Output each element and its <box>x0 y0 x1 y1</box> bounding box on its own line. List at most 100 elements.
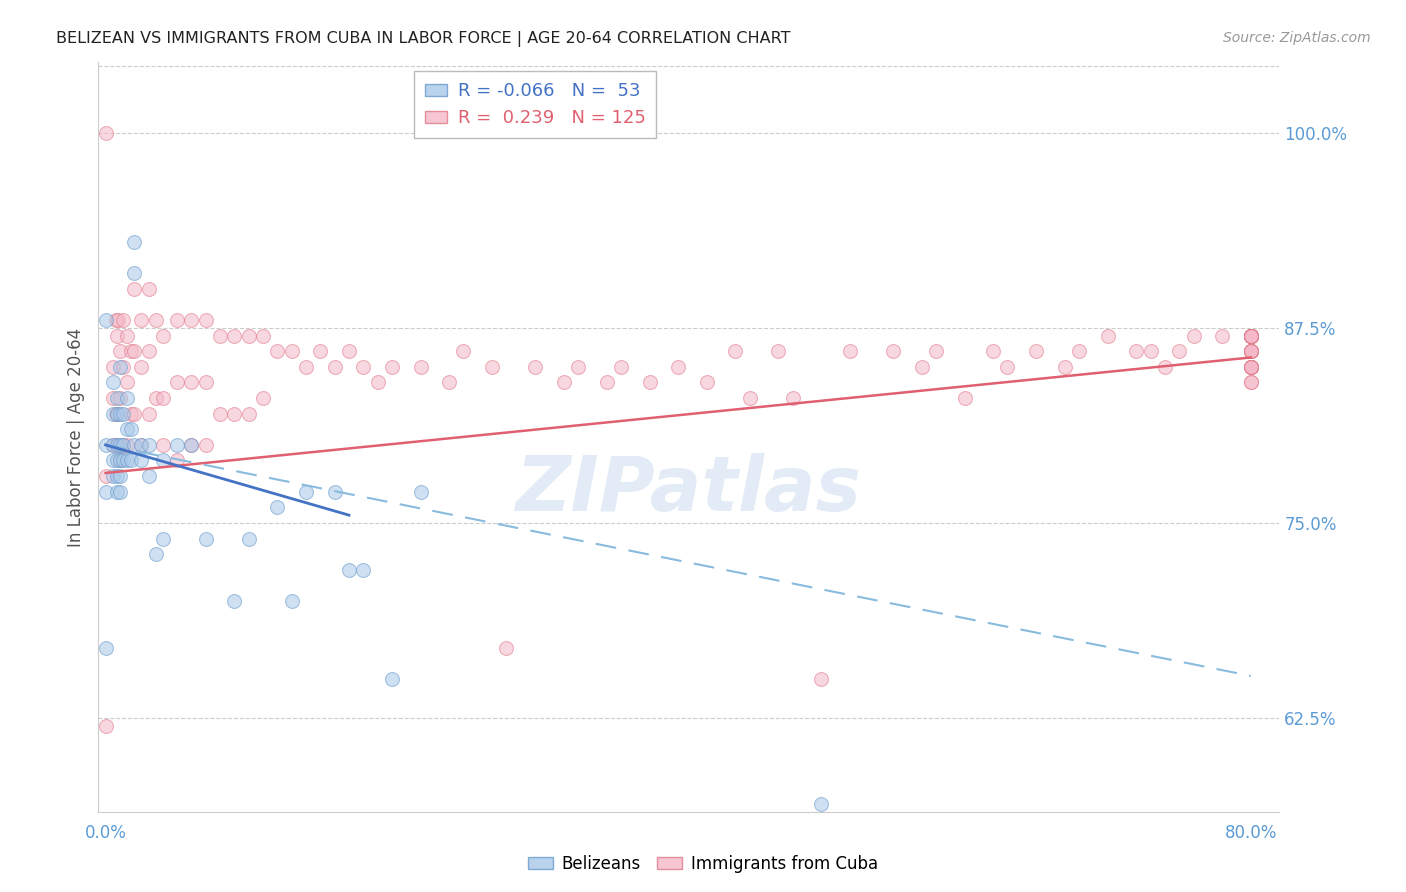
Point <box>115 453 138 467</box>
Point <box>131 453 153 467</box>
Point <box>1182 328 1205 343</box>
Point <box>166 438 188 452</box>
Point <box>131 438 153 452</box>
Point <box>145 547 167 561</box>
Point <box>337 344 360 359</box>
Point <box>323 484 346 499</box>
Point <box>925 344 948 359</box>
Point <box>131 313 153 327</box>
Point <box>194 438 217 452</box>
Point <box>738 391 761 405</box>
Point <box>295 359 318 374</box>
Point <box>94 469 117 483</box>
Point <box>1025 344 1047 359</box>
Point <box>1240 344 1263 359</box>
Point <box>122 344 145 359</box>
Point <box>111 407 134 421</box>
Point <box>138 407 160 421</box>
Point <box>166 313 188 327</box>
Point <box>1240 344 1263 359</box>
Point <box>108 453 131 467</box>
Point <box>1168 344 1191 359</box>
Point <box>453 344 475 359</box>
Point <box>266 344 288 359</box>
Point <box>1240 359 1263 374</box>
Point <box>280 594 302 608</box>
Point <box>105 407 128 421</box>
Point <box>101 376 124 390</box>
Point <box>108 469 131 483</box>
Point <box>105 328 128 343</box>
Text: Source: ZipAtlas.com: Source: ZipAtlas.com <box>1223 31 1371 45</box>
Point <box>105 391 128 405</box>
Point <box>111 438 134 452</box>
Point <box>323 359 346 374</box>
Point <box>105 484 128 499</box>
Point <box>120 344 142 359</box>
Point <box>1240 328 1263 343</box>
Point <box>111 313 134 327</box>
Point <box>1125 344 1147 359</box>
Point <box>1240 359 1263 374</box>
Point <box>111 438 134 452</box>
Point <box>1240 344 1263 359</box>
Point <box>1240 359 1263 374</box>
Point <box>152 391 174 405</box>
Point <box>101 453 124 467</box>
Point <box>981 344 1004 359</box>
Point <box>1240 328 1263 343</box>
Point <box>122 266 145 280</box>
Point <box>1240 376 1263 390</box>
Legend: Belizeans, Immigrants from Cuba: Belizeans, Immigrants from Cuba <box>522 848 884 880</box>
Point <box>1240 328 1263 343</box>
Point <box>1240 344 1263 359</box>
Point <box>367 376 389 390</box>
Point <box>152 532 174 546</box>
Point <box>105 438 128 452</box>
Point <box>166 453 188 467</box>
Point <box>309 344 332 359</box>
Point <box>768 344 790 359</box>
Point <box>337 563 360 577</box>
Point <box>111 453 134 467</box>
Point <box>108 359 131 374</box>
Point <box>94 438 117 452</box>
Point <box>595 376 617 390</box>
Point <box>1240 328 1263 343</box>
Point <box>138 438 160 452</box>
Point <box>108 438 131 452</box>
Point <box>997 359 1019 374</box>
Point <box>180 313 202 327</box>
Point <box>352 359 374 374</box>
Point <box>481 359 503 374</box>
Point <box>94 719 117 733</box>
Point <box>810 797 832 811</box>
Point <box>180 438 202 452</box>
Point <box>209 328 232 343</box>
Point <box>280 344 302 359</box>
Point <box>1240 359 1263 374</box>
Point <box>122 235 145 249</box>
Point <box>409 484 432 499</box>
Point <box>145 391 167 405</box>
Point <box>152 453 174 467</box>
Point <box>94 313 117 327</box>
Point <box>209 407 232 421</box>
Point <box>696 376 718 390</box>
Point <box>610 359 633 374</box>
Point <box>105 453 128 467</box>
Point <box>122 407 145 421</box>
Point <box>953 391 976 405</box>
Point <box>1240 328 1263 343</box>
Point <box>120 453 142 467</box>
Point <box>381 359 404 374</box>
Point <box>138 469 160 483</box>
Point <box>1240 344 1263 359</box>
Point <box>105 469 128 483</box>
Legend: R = -0.066   N =  53, R =  0.239   N = 125: R = -0.066 N = 53, R = 0.239 N = 125 <box>415 71 657 138</box>
Point <box>1240 328 1263 343</box>
Point <box>101 438 124 452</box>
Point <box>1154 359 1177 374</box>
Point <box>115 391 138 405</box>
Point <box>238 407 260 421</box>
